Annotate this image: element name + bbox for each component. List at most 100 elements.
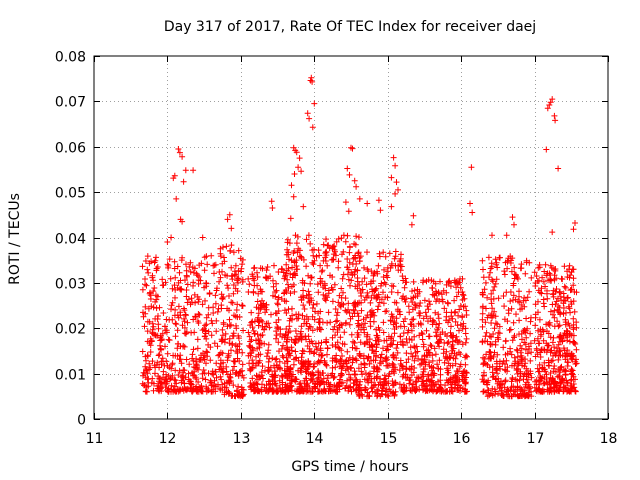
data-point xyxy=(463,335,470,342)
data-point xyxy=(233,369,240,376)
data-point xyxy=(141,382,147,389)
data-point xyxy=(310,301,317,308)
data-point xyxy=(380,249,387,256)
data-point xyxy=(336,292,343,299)
data-point xyxy=(157,379,164,386)
data-point xyxy=(254,331,261,338)
data-point xyxy=(479,310,486,317)
data-point xyxy=(349,359,356,366)
data-point xyxy=(550,311,556,318)
data-point xyxy=(319,370,326,376)
data-point xyxy=(354,329,361,336)
data-point xyxy=(306,338,313,345)
data-point xyxy=(391,370,398,377)
data-point xyxy=(557,309,564,316)
data-point xyxy=(200,367,207,373)
data-point xyxy=(493,365,500,372)
data-point xyxy=(536,264,543,271)
data-point xyxy=(520,373,527,380)
data-point xyxy=(339,340,346,347)
data-point xyxy=(292,328,299,334)
data-point xyxy=(451,297,458,304)
y-tick-label: 0.03 xyxy=(55,277,86,293)
data-point xyxy=(382,378,389,385)
data-point xyxy=(310,372,317,379)
data-point xyxy=(565,320,572,327)
data-point xyxy=(453,375,460,382)
data-point xyxy=(293,240,300,247)
data-point xyxy=(353,183,360,190)
data-point xyxy=(294,266,301,273)
data-point xyxy=(420,315,427,322)
data-point xyxy=(487,265,494,272)
data-point xyxy=(298,168,305,175)
data-point xyxy=(289,316,295,323)
data-point xyxy=(276,358,283,365)
data-point xyxy=(309,388,316,395)
data-point xyxy=(487,312,494,319)
data-point xyxy=(219,350,226,357)
data-point xyxy=(372,389,379,396)
data-point xyxy=(305,370,312,377)
data-point xyxy=(304,387,311,394)
data-point xyxy=(440,350,447,357)
data-point xyxy=(431,292,438,299)
data-point xyxy=(270,292,276,299)
data-point xyxy=(311,361,317,367)
data-point xyxy=(221,384,228,390)
data-point xyxy=(211,270,217,277)
data-point xyxy=(347,244,353,251)
data-point xyxy=(257,265,264,272)
data-point xyxy=(479,376,486,383)
data-point xyxy=(183,356,190,363)
data-point xyxy=(202,297,208,304)
data-point xyxy=(328,372,335,379)
data-point xyxy=(572,220,578,226)
data-point xyxy=(516,293,522,300)
data-point xyxy=(382,357,389,364)
data-point xyxy=(549,96,556,103)
data-point xyxy=(217,373,224,380)
data-point xyxy=(551,323,558,330)
data-point xyxy=(568,376,575,383)
data-point xyxy=(332,332,339,339)
data-point xyxy=(174,263,181,270)
data-point xyxy=(442,355,449,362)
data-point xyxy=(320,375,327,382)
data-point xyxy=(291,248,298,254)
data-point xyxy=(213,374,220,381)
data-point xyxy=(153,361,160,368)
data-point xyxy=(330,256,337,263)
data-point xyxy=(494,360,500,367)
data-point xyxy=(536,361,543,368)
data-point xyxy=(348,388,355,395)
data-point xyxy=(394,289,401,296)
data-point xyxy=(206,291,213,297)
data-point xyxy=(295,315,302,322)
data-point xyxy=(370,363,377,370)
data-point xyxy=(296,386,303,393)
data-point xyxy=(218,365,225,372)
data-point xyxy=(568,371,575,378)
data-point xyxy=(356,258,363,265)
data-point xyxy=(269,355,276,362)
data-point xyxy=(571,384,578,391)
data-point xyxy=(394,341,401,348)
data-point xyxy=(284,363,291,370)
data-point xyxy=(214,343,221,350)
data-point xyxy=(303,320,310,327)
data-point xyxy=(226,211,233,218)
data-point xyxy=(509,214,516,221)
data-point xyxy=(548,388,555,395)
data-point xyxy=(171,282,178,289)
data-point xyxy=(264,367,271,374)
data-point xyxy=(482,319,489,326)
data-point xyxy=(239,256,246,263)
data-point xyxy=(357,287,364,294)
data-point xyxy=(245,275,252,282)
data-point xyxy=(406,377,413,384)
data-point xyxy=(282,287,289,294)
x-tick-label: 11 xyxy=(86,431,104,447)
data-point xyxy=(413,387,420,393)
data-point xyxy=(218,376,225,383)
